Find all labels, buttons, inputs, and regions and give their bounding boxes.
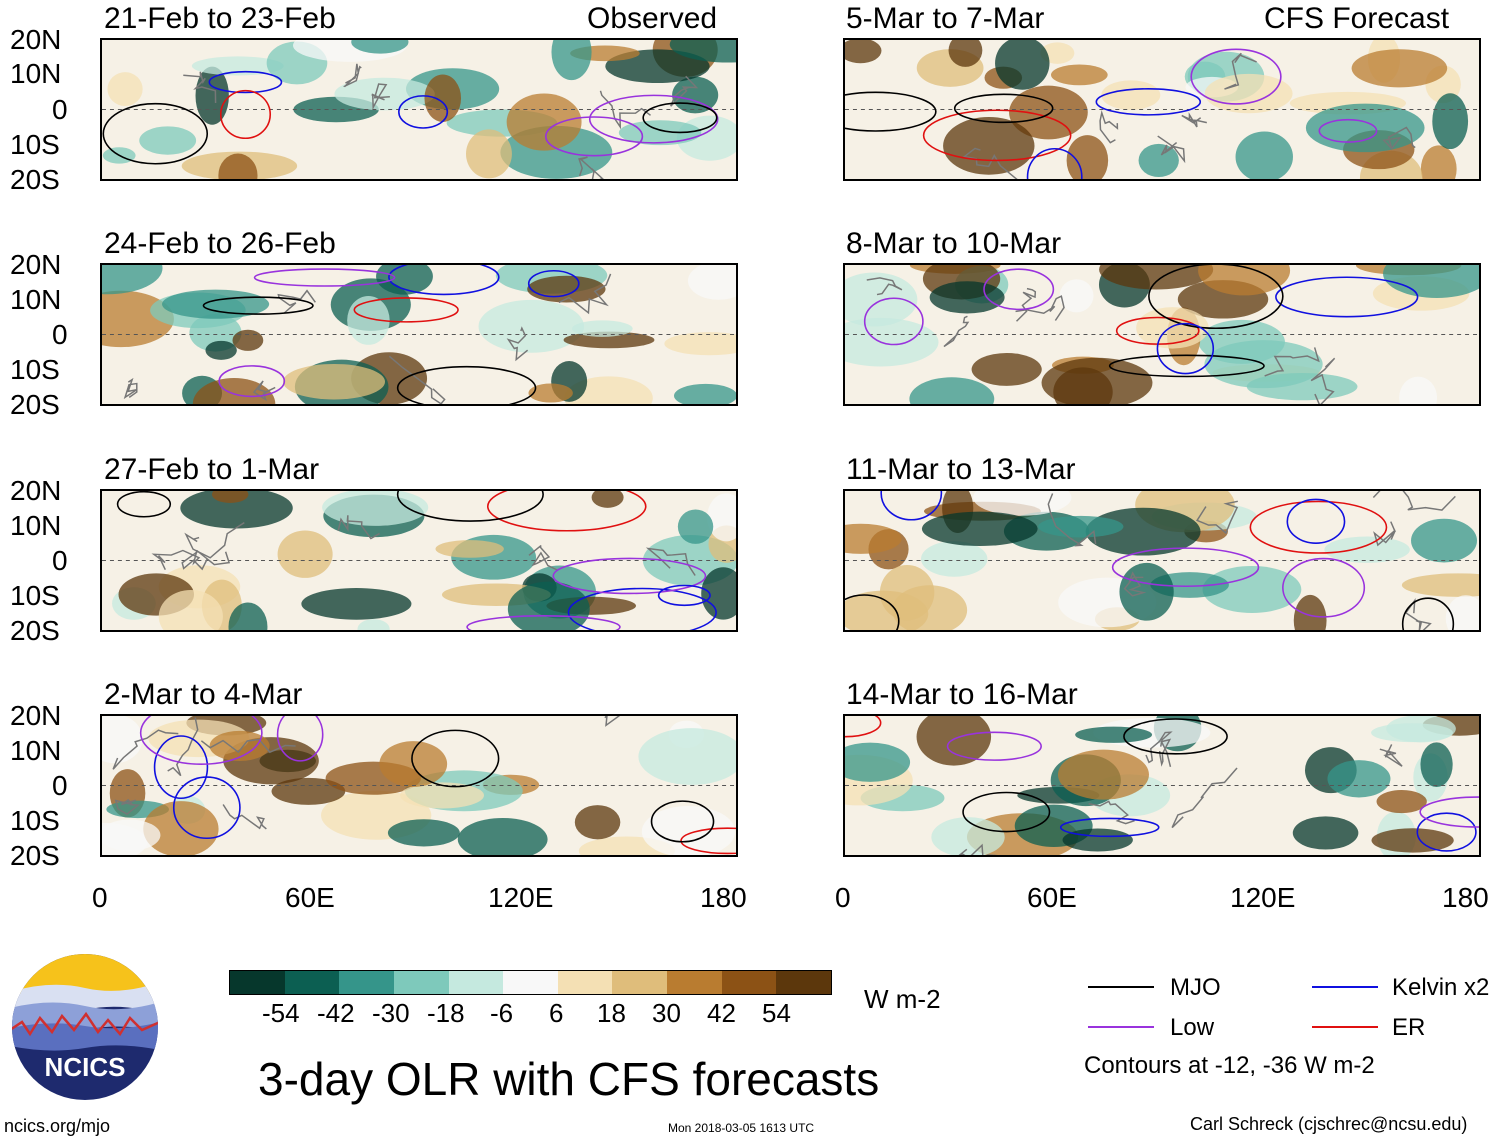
legend-line-low (1088, 1026, 1154, 1028)
lon-label: 120E (1230, 882, 1296, 913)
colorbar-label: 18 (597, 998, 626, 1028)
lat-label: 20S (10, 389, 60, 420)
lon-label: 0 (92, 882, 108, 913)
colorbar-label: 54 (762, 998, 791, 1028)
map-panel-observed-1 (100, 38, 738, 181)
panel-title-8: 14-Mar to 16-Mar (846, 678, 1078, 711)
lat-label: 10N (10, 284, 62, 315)
olr-field (845, 265, 1479, 404)
lat-label: 10S (10, 354, 60, 385)
lon-label: 60E (1027, 882, 1077, 913)
lat-label: 0 (52, 545, 68, 576)
legend-line-er (1312, 1026, 1378, 1028)
colorbar-label: -54 (262, 998, 300, 1028)
map-panel-observed-2 (100, 263, 738, 406)
map-panel-forecast-2 (843, 263, 1481, 406)
lat-label: 20N (10, 24, 62, 55)
contour-note: Contours at -12, -36 W m-2 (1084, 1052, 1375, 1079)
panel-title-5: 5-Mar to 7-Mar (846, 2, 1045, 35)
ncics-logo: NCICS (12, 954, 158, 1100)
colorbar-label: 42 (707, 998, 736, 1028)
olr-field (102, 265, 736, 404)
colorbar (229, 970, 832, 995)
colorbar-label: 30 (652, 998, 681, 1028)
panel-title-1: 21-Feb to 23-Feb (104, 2, 336, 35)
legend-label-er: ER (1392, 1014, 1426, 1041)
lat-label: 10N (10, 58, 62, 89)
colorbar-units: W m-2 (864, 984, 941, 1014)
colorbar-label: 6 (549, 998, 564, 1028)
lat-label: 20N (10, 475, 62, 506)
colorbar-swatch (284, 971, 340, 994)
observed-label: Observed (587, 2, 718, 35)
colorbar-swatch (721, 971, 777, 994)
map-panel-forecast-3 (843, 489, 1481, 632)
author-credit: Carl Schreck (cjschrec@ncsu.edu) (1190, 1114, 1468, 1134)
map-panel-observed-4 (100, 714, 738, 857)
panel-title-4: 2-Mar to 4-Mar (104, 678, 303, 711)
map-panel-forecast-1 (843, 38, 1481, 181)
legend-line-kelvin (1312, 986, 1378, 988)
lat-label: 0 (52, 770, 68, 801)
timestamp: Mon 2018-03-05 1613 UTC (668, 1121, 815, 1135)
colorbar-swatch (230, 971, 285, 994)
map-panel-observed-3 (100, 489, 738, 632)
colorbar-label: -30 (372, 998, 410, 1028)
colorbar-swatch (612, 971, 668, 994)
colorbar-swatch (776, 971, 832, 994)
legend-label-low: Low (1170, 1014, 1215, 1041)
lat-label: 10N (10, 735, 62, 766)
lat-label: 20N (10, 249, 62, 280)
panel-title-7: 11-Mar to 13-Mar (846, 453, 1076, 486)
olr-field (845, 716, 1479, 855)
colorbar-swatch (448, 971, 504, 994)
lon-label: 60E (285, 882, 335, 913)
legend-label-kelvin: Kelvin x2 (1392, 974, 1490, 1001)
olr-field (102, 491, 736, 630)
lat-label: 20S (10, 615, 60, 646)
lat-label: 20N (10, 700, 62, 731)
colorbar-swatch (503, 971, 558, 994)
olr-field (102, 716, 736, 855)
lon-label: 120E (488, 882, 554, 913)
cfs-forecast-label: CFS Forecast (1264, 2, 1450, 35)
ncics-logo-text: NCICS (45, 1052, 126, 1082)
olr-field (845, 491, 1479, 630)
olr-field (102, 40, 736, 179)
main-title: 3-day OLR with CFS forecasts (258, 1053, 880, 1105)
colorbar-swatch (393, 971, 449, 994)
olr-field (845, 40, 1479, 179)
lon-label: 0 (835, 882, 851, 913)
lat-label: 10S (10, 580, 60, 611)
lat-label: 10S (10, 805, 60, 836)
lat-label: 10S (10, 129, 60, 160)
lat-label: 20S (10, 164, 60, 195)
panel-title-3: 27-Feb to 1-Mar (104, 453, 320, 486)
legend-line-mjo (1088, 986, 1154, 988)
lat-label: 0 (52, 319, 68, 350)
source-url: ncics.org/mjo (4, 1116, 111, 1136)
lon-label: 180 (1442, 882, 1489, 913)
colorbar-label: -42 (317, 998, 355, 1028)
lat-label: 20S (10, 840, 60, 871)
lat-label: 10N (10, 510, 62, 541)
colorbar-swatch (557, 971, 613, 994)
panel-title-6: 8-Mar to 10-Mar (846, 227, 1062, 260)
colorbar-label: -18 (427, 998, 465, 1028)
colorbar-label: -6 (490, 998, 514, 1028)
legend-label-mjo: MJO (1170, 974, 1221, 1001)
lat-label: 0 (52, 94, 68, 125)
map-panel-forecast-4 (843, 714, 1481, 857)
colorbar-swatch (339, 971, 394, 994)
colorbar-swatch (667, 971, 722, 994)
lon-label: 180 (700, 882, 747, 913)
panel-title-2: 24-Feb to 26-Feb (104, 227, 336, 260)
